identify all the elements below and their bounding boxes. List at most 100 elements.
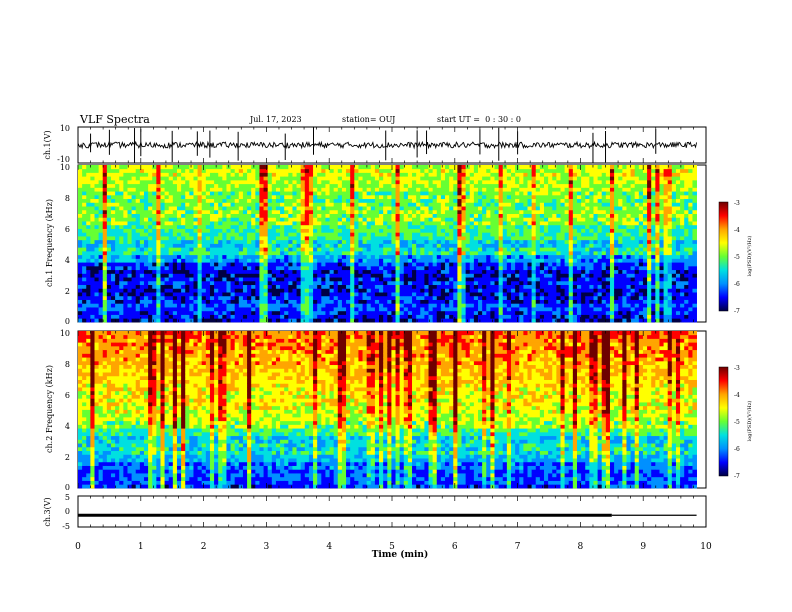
spectrogram-cell <box>461 307 467 312</box>
spectrogram-cell <box>515 221 520 226</box>
spectrogram-cell <box>465 318 471 323</box>
spectrogram-cell <box>556 209 561 214</box>
spectrogram-cell <box>420 254 425 259</box>
spectrogram-cell <box>205 236 211 241</box>
spectrogram-cell <box>110 284 116 289</box>
spectrogram-cell <box>453 277 458 282</box>
spectrogram-cell <box>379 250 384 256</box>
spectrogram-cell <box>313 280 318 286</box>
spectrogram-cell <box>98 202 104 207</box>
spectrogram-cell <box>412 284 417 289</box>
spectrogram-cell <box>172 254 178 259</box>
spectrogram-cell <box>556 250 561 256</box>
spectrogram-cell <box>494 258 500 263</box>
spectrogram-cell <box>548 254 553 259</box>
spectrogram-cell <box>135 318 141 323</box>
spectrogram-cell <box>329 168 335 173</box>
spectrogram-cell <box>110 295 116 300</box>
spectrogram-cell <box>482 262 487 267</box>
spectrogram-cell <box>453 217 458 222</box>
spectrogram-cell <box>548 318 553 323</box>
spectrogram-cell <box>185 213 190 218</box>
spectrogram-cell <box>416 273 421 278</box>
spectrogram-cell <box>197 292 203 297</box>
spectrogram-cell <box>519 310 524 315</box>
spectrogram-cell <box>391 243 396 248</box>
spectrogram-cell <box>548 165 553 170</box>
spectrogram-cell <box>123 183 128 188</box>
spectrogram-cell <box>172 243 178 248</box>
spectrogram-cell <box>337 284 343 289</box>
spectrogram-cell <box>135 254 141 259</box>
spectrogram-cell <box>300 217 306 222</box>
spectrogram-cell <box>498 221 504 226</box>
spectrogram-cell <box>251 265 256 271</box>
spectrogram-cell <box>193 191 198 196</box>
spectrogram-cell <box>247 236 252 241</box>
spectrogram-cell <box>436 187 442 192</box>
spectrogram-cell <box>110 265 116 271</box>
spectrogram-cell <box>494 250 500 256</box>
spectrogram-cell <box>123 269 128 274</box>
spectrogram-cell <box>271 273 277 278</box>
spectrogram-cell <box>407 258 413 263</box>
spectrogram-cell <box>82 236 87 241</box>
spectrogram-cell <box>152 194 157 200</box>
spectrogram-cell <box>152 288 157 293</box>
spectrogram-cell <box>412 194 417 200</box>
spectrogram-cell <box>469 232 475 237</box>
spectrogram-cell <box>329 239 335 244</box>
spectrogram-cell <box>288 247 293 252</box>
spectrogram-cell <box>374 209 380 214</box>
spectrogram-cell <box>222 191 227 196</box>
spectrogram-cell <box>523 194 528 200</box>
spectrogram-cell <box>230 202 236 207</box>
spectrogram-cell <box>502 239 508 244</box>
spectrogram-cell <box>201 314 207 319</box>
spectrogram-cell <box>275 172 281 177</box>
spectrogram-cell <box>395 172 401 177</box>
spectrogram-cell <box>325 250 330 256</box>
spectrogram-cell <box>164 202 170 207</box>
spectrogram-cell <box>498 187 504 192</box>
spectrogram-cell <box>346 165 351 170</box>
spectrogram-cell <box>214 183 219 188</box>
spectrogram-cell <box>189 191 194 196</box>
spectrogram-cell <box>82 213 87 218</box>
spectrogram-cell <box>424 273 429 278</box>
spectrogram-cell <box>403 168 409 173</box>
spectrogram-cell <box>383 243 388 248</box>
spectrogram-cell <box>424 168 429 173</box>
spectrogram-cell <box>502 202 508 207</box>
spectrogram-cell <box>106 299 112 304</box>
spectrogram-cell <box>189 273 194 278</box>
spectrogram-cell <box>465 232 471 237</box>
spectrogram-cell <box>490 277 495 282</box>
spectrogram-cell <box>168 165 174 170</box>
spectrogram-cell <box>449 295 454 300</box>
spectrogram-cell <box>82 273 87 278</box>
spectrogram-cell <box>156 224 161 229</box>
spectrogram-cell <box>379 217 384 222</box>
spectrogram-cell <box>127 269 133 274</box>
spectrogram-cell <box>123 262 128 267</box>
spectrogram-cell <box>139 277 145 282</box>
spectrogram-cell <box>329 284 335 289</box>
spectrogram-cell <box>176 221 182 226</box>
spectrogram-cell <box>205 206 211 211</box>
spectrogram-cell <box>234 307 240 312</box>
spectrogram-cell <box>527 254 533 259</box>
spectrogram-cell <box>176 299 182 304</box>
spectrogram-cell <box>263 232 269 237</box>
spectrogram-cell <box>424 232 429 237</box>
spectrogram-cell <box>321 247 326 252</box>
spectrogram-cell <box>115 284 120 289</box>
spectrogram-cell <box>90 236 95 241</box>
spectrogram-cell <box>478 172 483 177</box>
spectrogram-cell <box>539 273 545 278</box>
spectrogram-cell <box>515 258 520 263</box>
spectrogram-cell <box>329 176 335 181</box>
spectrogram-cell <box>333 307 339 312</box>
spectrogram-cell <box>548 221 553 226</box>
spectrogram-cell <box>515 198 520 203</box>
